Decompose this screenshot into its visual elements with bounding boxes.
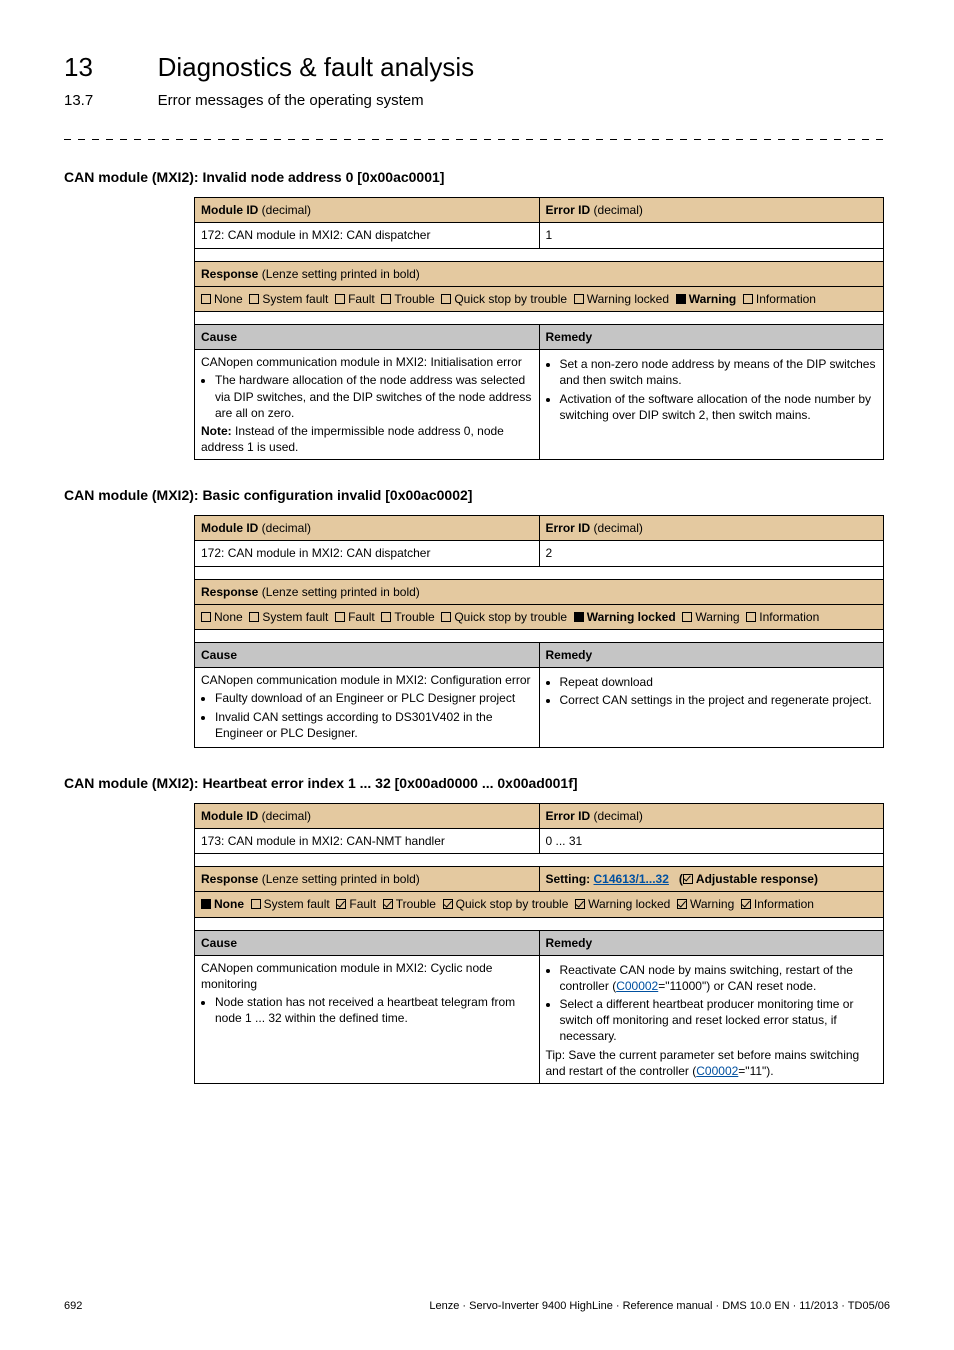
module-id-header: Module ID (decimal)	[195, 516, 540, 541]
cause-header: Cause	[195, 642, 540, 667]
module-id-header: Module ID (decimal)	[195, 803, 540, 828]
page-footer: 692 Lenze · Servo-Inverter 9400 HighLine…	[64, 1299, 890, 1314]
code-link[interactable]: C00002	[696, 1064, 738, 1078]
chapter-number: 13	[64, 50, 154, 85]
response-header: Response (Lenze setting printed in bold)	[195, 261, 884, 286]
response-header: Response (Lenze setting printed in bold)	[195, 579, 884, 604]
error-heading: CAN module (MXI2): Basic configuration i…	[64, 486, 890, 505]
module-id-value: 172: CAN module in MXI2: CAN dispatcher	[195, 223, 540, 248]
remedy-header: Remedy	[539, 324, 884, 349]
error-id-header: Error ID (decimal)	[539, 803, 884, 828]
footer-source: Lenze · Servo-Inverter 9400 HighLine · R…	[429, 1299, 890, 1314]
cause-cell: CANopen communication module in MXI2: In…	[195, 350, 540, 460]
response-options: None System fault Fault Trouble Quick st…	[195, 286, 884, 311]
section-title: Error messages of the operating system	[158, 91, 424, 111]
error-table: Module ID (decimal) Error ID (decimal) 1…	[194, 197, 884, 460]
response-header: Response (Lenze setting printed in bold)	[195, 867, 540, 892]
error-heading: CAN module (MXI2): Invalid node address …	[64, 168, 890, 187]
divider	[64, 139, 890, 140]
error-id-value: 1	[539, 223, 884, 248]
response-options: None System fault Fault Trouble Quick st…	[195, 892, 884, 917]
remedy-cell: Repeat download Correct CAN settings in …	[539, 668, 884, 748]
section-number: 13.7	[64, 91, 154, 111]
error-id-header: Error ID (decimal)	[539, 198, 884, 223]
remedy-cell: Set a non-zero node address by means of …	[539, 350, 884, 460]
remedy-header: Remedy	[539, 930, 884, 955]
chapter-title: Diagnostics & fault analysis	[158, 50, 474, 85]
remedy-cell: Reactivate CAN node by mains switching, …	[539, 955, 884, 1083]
module-id-header: Module ID (decimal)	[195, 198, 540, 223]
remedy-header: Remedy	[539, 642, 884, 667]
code-link[interactable]: C00002	[616, 979, 658, 993]
error-table: Module ID (decimal) Error ID (decimal) 1…	[194, 515, 884, 748]
error-id-header: Error ID (decimal)	[539, 516, 884, 541]
module-id-value: 172: CAN module in MXI2: CAN dispatcher	[195, 541, 540, 566]
error-table: Module ID (decimal) Error ID (decimal) 1…	[194, 803, 884, 1084]
error-id-value: 2	[539, 541, 884, 566]
module-id-value: 173: CAN module in MXI2: CAN-NMT handler	[195, 828, 540, 853]
error-id-value: 0 ... 31	[539, 828, 884, 853]
response-options: None System fault Fault Trouble Quick st…	[195, 604, 884, 629]
cause-header: Cause	[195, 930, 540, 955]
setting-link[interactable]: C14613/1...32	[594, 872, 669, 886]
page-number: 692	[64, 1299, 82, 1314]
cause-header: Cause	[195, 324, 540, 349]
cause-cell: CANopen communication module in MXI2: Cy…	[195, 955, 540, 1083]
setting-header: Setting: C14613/1...32 (Adjustable respo…	[539, 867, 884, 892]
cause-cell: CANopen communication module in MXI2: Co…	[195, 668, 540, 748]
error-heading: CAN module (MXI2): Heartbeat error index…	[64, 774, 890, 793]
